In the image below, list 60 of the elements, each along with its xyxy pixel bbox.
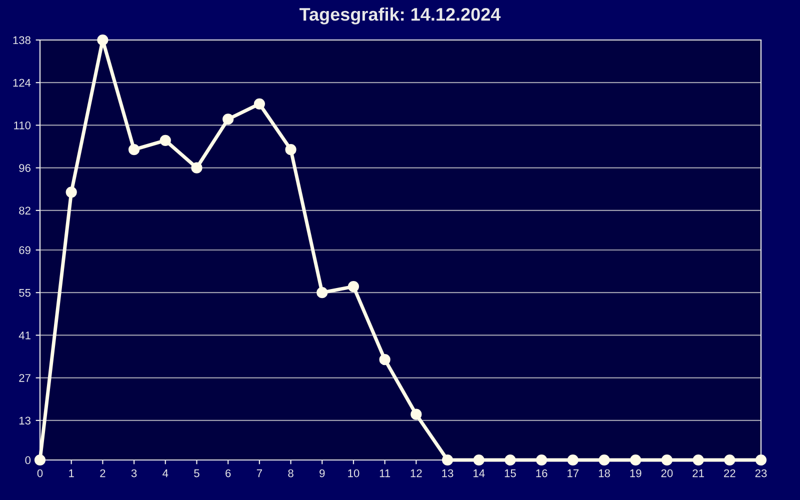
point bbox=[692, 454, 704, 466]
x-tick-label: 3 bbox=[131, 469, 137, 478]
point bbox=[128, 144, 140, 156]
x-tick-label: 23 bbox=[755, 469, 767, 478]
x-tick-label: 13 bbox=[442, 469, 454, 478]
x-tick-label: 18 bbox=[598, 469, 610, 478]
point bbox=[504, 454, 516, 466]
x-tick-label: 12 bbox=[410, 469, 422, 478]
point bbox=[473, 454, 484, 466]
x-tick-label: 8 bbox=[288, 469, 294, 478]
point bbox=[160, 134, 171, 146]
y-tick-label: 110 bbox=[14, 121, 31, 130]
point bbox=[630, 454, 642, 466]
x-tick-label: 10 bbox=[348, 469, 360, 478]
y-tick-label: 138 bbox=[13, 36, 30, 44]
x-tick-label: 11 bbox=[380, 469, 390, 478]
y-tick-label: 0 bbox=[25, 456, 31, 464]
point bbox=[254, 98, 265, 110]
point bbox=[442, 454, 454, 466]
point bbox=[567, 454, 578, 466]
x-tick-label: 1 bbox=[69, 469, 74, 478]
y-tick-label: 82 bbox=[19, 206, 30, 215]
y-tick-label: 41 bbox=[18, 332, 30, 340]
point bbox=[410, 408, 422, 420]
y-tick-label: 55 bbox=[19, 288, 31, 297]
x-tick-label: 16 bbox=[536, 469, 548, 478]
x-tick-label: 5 bbox=[194, 469, 200, 478]
point bbox=[755, 454, 767, 466]
point bbox=[191, 162, 202, 174]
x-tick-label: 14 bbox=[474, 469, 485, 478]
point bbox=[222, 114, 234, 125]
point bbox=[348, 280, 360, 292]
x-tick-label: 7 bbox=[256, 469, 262, 478]
x-tick-label: 9 bbox=[320, 469, 325, 478]
point bbox=[316, 287, 328, 298]
x-tick-label: 20 bbox=[661, 469, 673, 478]
y-tick-label: 124 bbox=[13, 78, 31, 87]
x-tick-label: 2 bbox=[100, 469, 106, 478]
y-tick-label: 13 bbox=[19, 416, 30, 425]
point bbox=[97, 34, 108, 46]
point bbox=[66, 186, 77, 198]
x-tick-label: 22 bbox=[724, 469, 736, 478]
point bbox=[285, 144, 296, 156]
point bbox=[34, 454, 46, 466]
x-tick-label: 0 bbox=[37, 469, 43, 478]
x-tick-label: 17 bbox=[568, 469, 579, 478]
chart-title: Tagesgrafik: 14.12.2024 bbox=[300, 8, 501, 24]
point bbox=[724, 454, 736, 466]
point bbox=[598, 454, 610, 466]
x-tick-label: 4 bbox=[162, 469, 168, 478]
y-tick-label: 69 bbox=[19, 246, 30, 254]
y-tick-label: 27 bbox=[19, 374, 30, 382]
point bbox=[536, 454, 548, 466]
point bbox=[661, 454, 673, 466]
x-tick-label: 19 bbox=[630, 469, 642, 478]
x-tick-label: 21 bbox=[692, 469, 704, 478]
point bbox=[379, 354, 390, 366]
y-tick-label: 96 bbox=[19, 164, 30, 172]
x-tick-label: 15 bbox=[504, 469, 516, 478]
x-tick-label: 6 bbox=[226, 469, 231, 478]
